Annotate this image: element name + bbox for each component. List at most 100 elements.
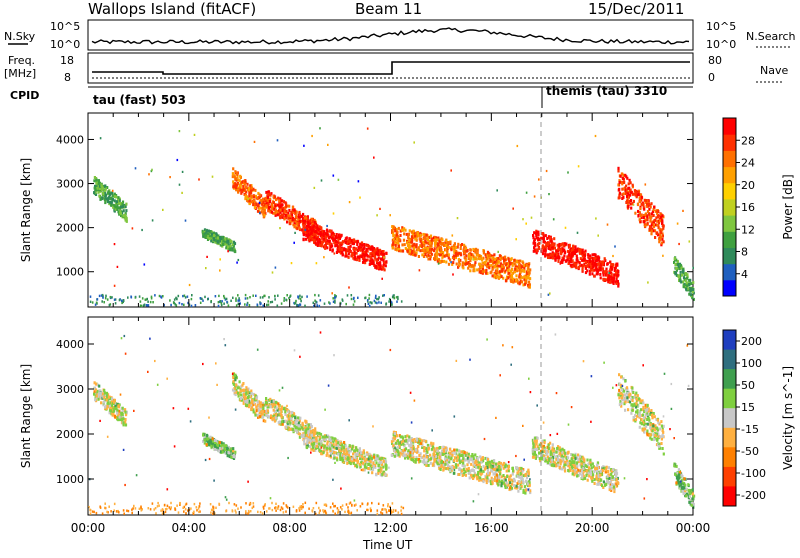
echo-cell <box>617 280 619 283</box>
echo-cell <box>101 188 103 191</box>
echo-cell <box>472 258 474 260</box>
station-title: Wallops Island (fitACF) <box>88 0 256 18</box>
echo-cell <box>227 245 229 248</box>
echo-cell <box>293 242 295 244</box>
scatter-cell <box>226 301 228 303</box>
echo-cell <box>627 187 629 190</box>
scatter-cell <box>160 510 162 512</box>
echo-cell <box>598 259 600 262</box>
echo-cell <box>604 278 606 281</box>
echo-cell <box>206 434 208 437</box>
echo-cell <box>340 235 342 238</box>
echo-cell <box>563 255 565 258</box>
echo-cell <box>611 268 613 271</box>
echo-cell <box>345 252 347 255</box>
echo-cell <box>364 464 366 467</box>
echo-cell <box>477 254 479 257</box>
echo-cell <box>279 227 281 229</box>
echo-cell <box>237 190 239 193</box>
echo-cell <box>663 240 665 243</box>
scatter-cell <box>164 504 166 506</box>
echo-cell <box>284 413 286 416</box>
scatter-cell <box>401 300 403 302</box>
scatter-cell <box>210 511 212 513</box>
echo-cell <box>389 214 391 216</box>
echo-cell <box>597 255 599 258</box>
echo-cell <box>363 243 365 246</box>
echo-cell <box>549 292 551 294</box>
echo-cell <box>312 229 314 232</box>
echo-cell <box>124 411 126 414</box>
scatter-cell <box>169 299 171 301</box>
echo-cell <box>275 267 277 269</box>
echo-cell <box>292 428 294 431</box>
scatter-cell <box>298 507 300 509</box>
scatter-cell <box>401 513 403 515</box>
echo-cell <box>476 268 478 271</box>
echo-cell <box>208 443 210 446</box>
echo-cell <box>309 236 311 239</box>
echo-cell <box>531 217 533 219</box>
echo-cell <box>232 185 234 188</box>
echo-cell <box>369 252 371 255</box>
scatter-cell <box>257 511 259 513</box>
echo-cell <box>514 268 516 271</box>
echo-cell <box>546 170 548 172</box>
echo-cell <box>441 260 443 263</box>
echo-cell <box>310 434 312 437</box>
echo-cell <box>523 270 525 273</box>
echo-cell <box>377 250 379 253</box>
echo-cell <box>102 392 104 395</box>
scatter-cell <box>155 507 157 509</box>
echo-cell <box>595 266 597 269</box>
echo-cell <box>578 165 580 167</box>
echo-cell <box>569 244 571 247</box>
echo-cell <box>464 263 466 266</box>
scatter-cell <box>154 294 156 296</box>
echo-cell <box>323 238 325 241</box>
scatter-cell <box>118 511 120 513</box>
scatter-cell <box>277 295 279 297</box>
scatter-cell <box>132 507 134 509</box>
echo-cell <box>623 181 625 184</box>
echo-cell <box>394 241 396 244</box>
echo-cell <box>265 191 267 194</box>
scatter-cell <box>262 512 264 514</box>
echo-cell <box>654 236 656 239</box>
echo-cell <box>581 251 583 254</box>
echo-cell <box>598 262 600 265</box>
echo-cell <box>641 196 643 199</box>
echo-cell <box>236 172 238 175</box>
echo-cell <box>253 411 255 414</box>
echo-cell <box>339 248 341 251</box>
echo-cell <box>327 144 329 146</box>
echo-cell <box>313 236 315 239</box>
echo-cell <box>354 256 356 259</box>
scatter-cell <box>296 509 298 511</box>
echo-cell <box>548 294 550 296</box>
echo-cell <box>289 414 291 417</box>
echo-cell <box>537 231 539 234</box>
scatter-cell <box>191 305 193 307</box>
echo-cell <box>565 227 567 229</box>
scatter-cell <box>126 510 128 512</box>
echo-cell <box>639 207 641 210</box>
echo-cell <box>380 461 382 464</box>
echo-cell <box>298 211 300 214</box>
scatter-cell <box>166 508 168 510</box>
echo-cell <box>232 447 234 450</box>
echo-cell <box>279 421 281 424</box>
cpid-label: CPID <box>10 89 39 102</box>
echo-cell <box>256 197 258 200</box>
echo-cell <box>334 252 336 254</box>
echo-cell <box>109 201 111 204</box>
echo-cell <box>362 462 364 465</box>
echo-cell <box>222 444 224 447</box>
echo-cell <box>424 253 426 256</box>
echo-cell <box>637 193 639 196</box>
echo-band <box>202 228 237 253</box>
echo-cell <box>283 407 285 410</box>
echo-cell <box>441 256 443 259</box>
echo-cell <box>504 256 506 259</box>
scatter-cell <box>285 510 287 512</box>
